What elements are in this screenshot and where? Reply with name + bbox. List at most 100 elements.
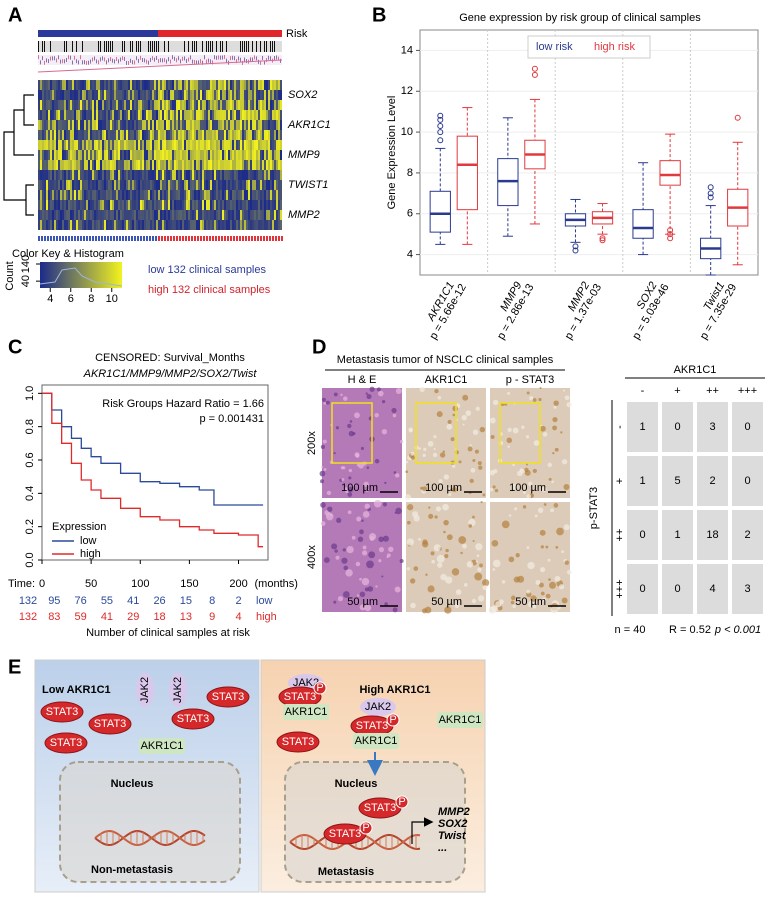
heatmap-cell: [254, 90, 256, 100]
heatmap-cell: [196, 110, 198, 120]
akr1c1-box: [139, 738, 185, 754]
heatmap-cell: [80, 210, 82, 220]
hist-tick: [208, 58, 209, 63]
heatmap-cell: [38, 150, 40, 160]
heatmap-cell: [236, 140, 238, 150]
heatmap-cell: [130, 80, 132, 90]
hist-tick: [218, 55, 219, 60]
heatmap-cell: [144, 130, 146, 140]
heatmap-cell: [88, 120, 90, 130]
sample-strip: [203, 236, 205, 241]
barcode: [140, 41, 141, 52]
heatmap-cell: [88, 90, 90, 100]
barcode: [136, 41, 137, 52]
heatmap-cell: [50, 110, 52, 120]
tissue-speck: [423, 447, 427, 452]
heatmap-cell: [84, 220, 86, 230]
heatmap-cell: [200, 170, 202, 180]
tissue-speck: [539, 425, 546, 432]
heatmap-cell: [106, 90, 108, 100]
heatmap-cell: [92, 140, 94, 150]
barcode: [248, 41, 249, 52]
tissue-speck: [418, 537, 421, 541]
heatmap-cell: [114, 150, 116, 160]
stat3-label: STAT3: [50, 737, 83, 749]
heatmap-cell: [158, 150, 160, 160]
tissue-speck: [346, 545, 354, 554]
hist-tick: [160, 58, 161, 63]
heatmap-cell: [276, 200, 278, 210]
heatmap-cell: [250, 90, 252, 100]
akr1c1-label: AKR1C1: [355, 735, 398, 747]
heatmap-cell: [234, 220, 236, 230]
heatmap-cell: [234, 150, 236, 160]
heatmap-cell: [80, 100, 82, 110]
hist-tick: [108, 58, 109, 63]
heatmap-cell: [176, 110, 178, 120]
sample-strip: [44, 236, 46, 241]
tissue-speck: [462, 423, 465, 426]
heatmap-cell: [180, 140, 182, 150]
hist-tick: [168, 57, 169, 62]
cell-value: 4: [709, 583, 715, 595]
heatmap-cell: [252, 200, 254, 210]
risk-count: 8: [209, 595, 215, 607]
sample-strip: [191, 236, 193, 241]
heatmap-cell: [150, 200, 152, 210]
heatmap-cell: [214, 200, 216, 210]
heatmap-cell: [156, 180, 158, 190]
heatmap-cell: [198, 140, 200, 150]
heatmap-cell: [120, 190, 122, 200]
heatmap-cell: [224, 110, 226, 120]
heatmap-cell: [132, 90, 134, 100]
heatmap-cell: [240, 200, 242, 210]
heatmap-cell: [168, 200, 170, 210]
count-label: Count: [4, 261, 16, 290]
tissue-speck: [437, 396, 442, 400]
heatmap-cell: [106, 160, 108, 170]
heatmap-cell: [44, 90, 46, 100]
heatmap-cell: [186, 130, 188, 140]
heatmap-cell: [90, 130, 92, 140]
outlier: [667, 231, 674, 238]
tissue-speck: [348, 468, 353, 473]
heatmap-cell: [56, 100, 58, 110]
heatmap-cell: [240, 140, 242, 150]
jak2-label: JAK2: [293, 677, 319, 689]
heatmap-cell: [52, 150, 54, 160]
barcode: [76, 41, 77, 52]
heatmap-cell: [94, 90, 96, 100]
barcode: [168, 41, 169, 52]
heatmap-cell: [212, 100, 214, 110]
heatmap-cell: [270, 170, 272, 180]
heatmap-cell: [106, 170, 108, 180]
heatmap-cell: [152, 180, 154, 190]
heatmap-cell: [170, 190, 172, 200]
heatmap-cell: [52, 210, 54, 220]
heatmap-cell: [116, 140, 118, 150]
hist-tick: [46, 58, 47, 63]
heatmap-cell: [238, 90, 240, 100]
heatmap-cell: [44, 190, 46, 200]
dendrogram: [3, 131, 26, 201]
heatmap-cell: [142, 190, 144, 200]
heatmap-cell: [266, 170, 268, 180]
heatmap-cell: [268, 110, 270, 120]
heatmap-cell: [40, 110, 42, 120]
heatmap-cell: [54, 140, 56, 150]
heatmap-cell: [168, 100, 170, 110]
heatmap-cell: [264, 220, 266, 230]
heatmap-cell: [74, 140, 76, 150]
heatmap-cell: [48, 90, 50, 100]
tissue-speck: [535, 580, 541, 585]
heatmap-cell: [152, 110, 154, 120]
hist-tick: [92, 57, 93, 62]
heatmap-cell: [192, 150, 194, 160]
tissue-speck: [381, 400, 386, 404]
heatmap-cell: [148, 190, 150, 200]
hist-tick: [96, 59, 97, 64]
heatmap-cell: [250, 100, 252, 110]
tissue-speck: [331, 543, 338, 550]
heatmap-cell: [102, 220, 104, 230]
heatmap-cell: [44, 100, 46, 110]
